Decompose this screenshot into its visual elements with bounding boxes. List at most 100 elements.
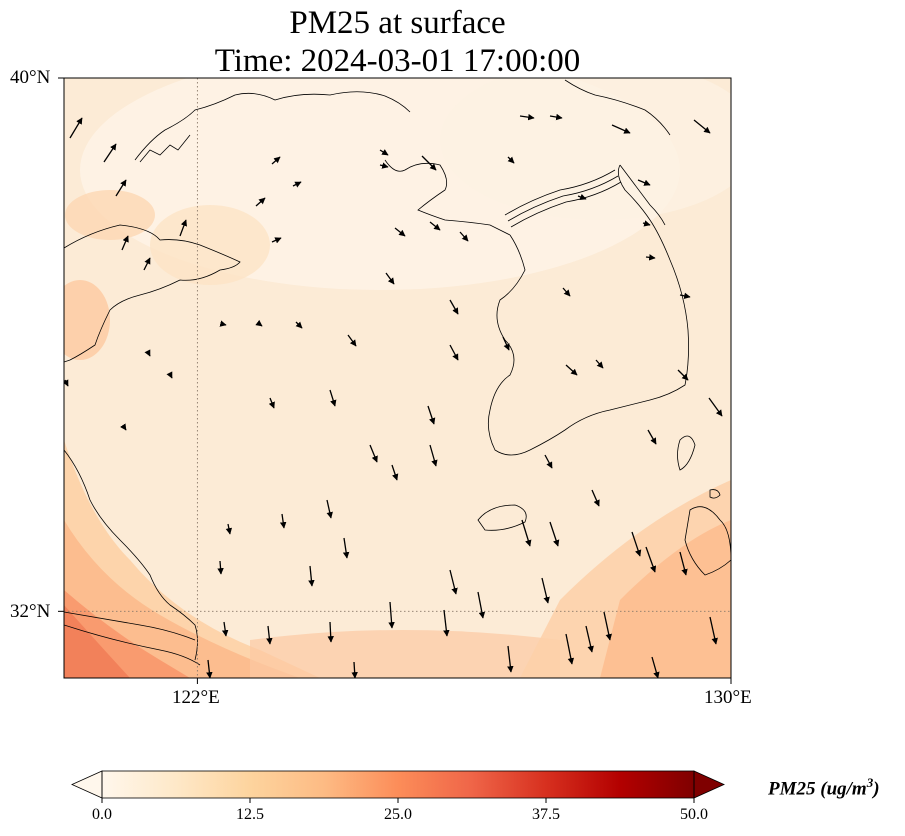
wind-arrow [221, 621, 229, 637]
wind-arrow [379, 149, 389, 156]
wind-arrow [651, 656, 660, 678]
wind-arrow [565, 364, 578, 376]
colorbar-tick-label: 0.0 [92, 806, 112, 823]
colorbar-title-close: ) [873, 778, 880, 800]
wind-arrow [565, 633, 575, 665]
wind-arrow [179, 219, 187, 237]
wind-arrow [266, 625, 273, 645]
wind-arrow [308, 565, 315, 587]
wind-arrow [225, 523, 233, 535]
wind-arrow [421, 155, 437, 171]
wind-arrow [166, 371, 173, 379]
wind-arrow [219, 320, 227, 327]
colorbar-tick-label: 25.0 [384, 806, 412, 823]
colorbar-tick-label: 12.5 [236, 806, 264, 823]
colorbar-title: PM25 (ug/m3) [768, 775, 880, 800]
wind-arrow [521, 519, 532, 547]
map-subtitle-time: Time: 2024-03-01 17:00:00 [214, 43, 581, 79]
wind-arrow [477, 591, 486, 619]
gridlines [64, 78, 731, 678]
wind-arrow [255, 197, 266, 207]
wind-arrow [443, 609, 450, 637]
wind-arrow [459, 231, 469, 242]
wind-arrow [502, 336, 510, 351]
wind-arrow [647, 429, 657, 445]
map-frame [63, 77, 732, 679]
wind-arrow [144, 349, 151, 357]
wind-arrow [693, 119, 711, 134]
wind-arrow [292, 181, 302, 188]
coastlines [64, 79, 731, 666]
wind-arrow [427, 405, 436, 425]
wind-arrow [679, 292, 691, 300]
wind-arrow [507, 645, 514, 673]
pm25-field [64, 78, 731, 678]
wind-arrow [379, 162, 389, 169]
colorbar-tick-label: 50.0 [680, 806, 708, 823]
wind-arrow [388, 601, 395, 629]
colorbar-title-exponent: 3 [866, 775, 874, 790]
wind-arrow [271, 156, 281, 165]
wind-arrow [544, 454, 553, 469]
wind-arrow [329, 389, 337, 407]
wind-arrow [120, 423, 127, 431]
wind-arrow [611, 124, 631, 134]
map-title: PM25 at surface [289, 5, 506, 41]
wind-arrow [103, 143, 117, 163]
wind-vectors [64, 113, 723, 678]
wind-arrow [271, 237, 282, 244]
wind-arrow [69, 117, 83, 139]
wind-arrow [507, 156, 515, 164]
wind-arrow [449, 569, 458, 595]
wind-arrow [585, 625, 594, 653]
wind-arrow [295, 321, 303, 329]
wind-arrow [279, 513, 287, 529]
colorbar [71, 770, 725, 803]
wind-arrow [677, 369, 689, 381]
wind-arrow [549, 113, 563, 121]
wind-arrow [631, 531, 642, 557]
wind-arrow [385, 272, 395, 285]
wind-arrow [255, 319, 263, 327]
wind-arrow [679, 551, 688, 576]
wind-arrow [64, 379, 69, 387]
wind-arrow [541, 577, 550, 604]
wind-arrow [449, 299, 459, 315]
wind-arrow [595, 359, 604, 369]
ytick-label-32n: 32°N [10, 601, 51, 622]
xtick-label-122e: 122°E [172, 687, 220, 708]
colorbar-tick-label: 37.5 [532, 806, 560, 823]
wind-arrow [577, 193, 587, 200]
wind-arrow [429, 444, 438, 467]
wind-arrow [708, 397, 723, 417]
wind-arrow [645, 546, 657, 573]
colorbar-title-base: PM25 (ug/m [768, 778, 867, 800]
wind-arrow [143, 257, 151, 271]
wind-arrow [327, 621, 334, 643]
wind-arrow [549, 521, 560, 547]
wind-arrow [206, 659, 213, 678]
wind-arrow [562, 287, 571, 297]
wind-arrow [637, 179, 651, 186]
wind-arrow [709, 616, 718, 645]
wind-arrow [645, 254, 656, 261]
wind-arrow [115, 179, 127, 197]
wind-arrow [268, 397, 275, 409]
wind-arrow [121, 235, 129, 251]
wind-arrow [391, 464, 399, 481]
wind-arrow [394, 227, 406, 237]
wind-arrow [369, 444, 378, 463]
wind-arrow [429, 221, 441, 231]
wind-arrow [217, 560, 224, 575]
wind-arrow [342, 537, 350, 559]
ytick-label-40n: 40°N [10, 67, 51, 88]
map-ticks [58, 77, 732, 684]
wind-arrow [591, 489, 600, 507]
xtick-label-130e: 130°E [704, 687, 752, 708]
wind-arrow [449, 344, 459, 361]
wind-arrow [519, 113, 535, 121]
wind-arrow [351, 661, 358, 678]
wind-arrow [642, 220, 651, 227]
wind-arrow [603, 611, 612, 641]
